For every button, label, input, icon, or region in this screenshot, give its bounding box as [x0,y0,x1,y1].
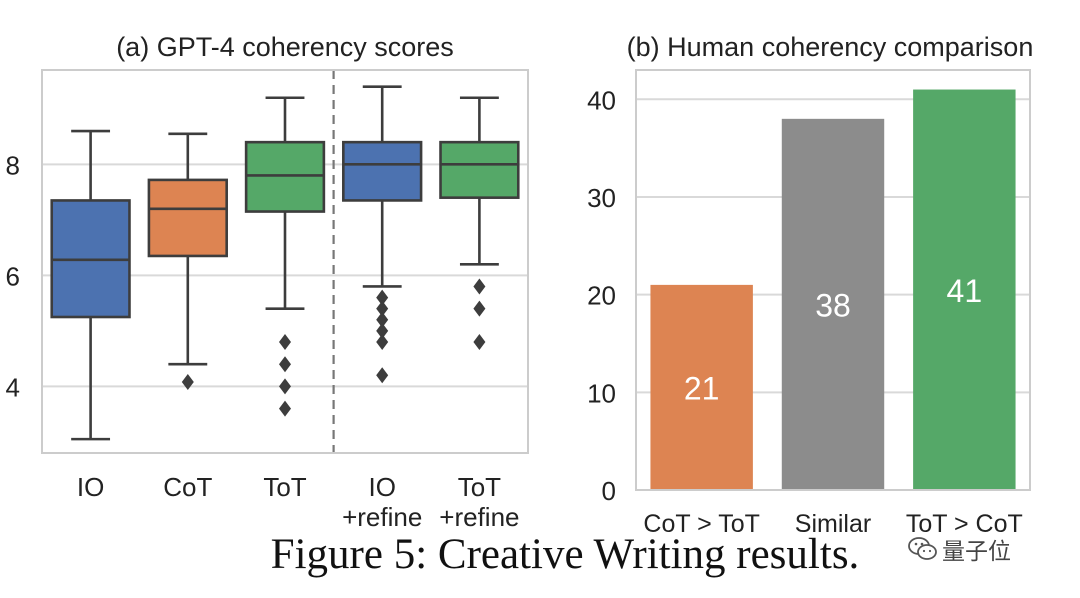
panel-a-box-plot: (a) GPT-4 coherency scores 4 6 8 IO CoT ToT I… [6,32,529,532]
box-outlier [181,373,194,390]
panel-b-title: (b) Human coherency comparison [627,32,1034,62]
panel-b-x-tick-label: Similar [795,510,871,538]
panel-b-y-tick-labels: 0 10 20 30 40 [587,85,616,506]
bar-data-label: 41 [947,273,983,309]
box-outlier [376,367,389,384]
bar-data-label: 21 [684,370,720,406]
panel-a-x-tick-label: ToT [458,472,501,502]
box-iqr [147,178,228,258]
panel-b-bar-chart: (b) Human coherency comparison 21 38 41 0 1… [587,32,1033,538]
box-outlier [376,333,389,350]
panel-b-y-tick-label: 10 [587,378,616,408]
bar [913,89,1016,490]
bar [781,118,885,490]
panel-b-frame [635,69,1031,491]
panel-b-y-tick-label: 40 [587,85,616,115]
panel-a-x-tick-label: +refine [439,502,519,532]
watermark: 量子位 [908,532,1011,566]
box-outlier [279,378,291,395]
panel-a-x-tick-label: IO [368,472,395,502]
bar [650,284,753,490]
bar-data-label: 38 [815,287,851,323]
box-outlier [473,333,486,350]
box-outlier [376,322,389,339]
panel-b-x-tick-label: CoT > ToT [643,510,760,538]
box-iqr [342,140,423,202]
box-iqr [244,140,326,213]
panel-b-x-tick-labels: CoT > ToT Similar ToT > CoT [643,510,1022,538]
box-outlier [376,311,389,328]
box-outlier [376,289,389,306]
box-outlier [279,356,291,373]
panel-a-title: (a) GPT-4 coherency scores [116,32,454,62]
panel-a-x-tick-label: +refine [342,502,422,532]
box-iqr [439,140,520,199]
box-outlier [473,278,486,295]
panel-a-y-tick-label: 4 [6,372,20,402]
watermark-text: 量子位 [942,539,1011,565]
wechat-icon [908,537,937,560]
panel-a-x-tick-label: CoT [163,472,212,502]
panel-a-y-tick-label: 8 [6,150,20,180]
panel-a-y-tick-label: 6 [6,261,20,291]
panel-b-y-tick-label: 20 [587,281,616,311]
panel-a-boxes [50,85,520,441]
box-outlier [376,300,389,317]
panel-a-frame [41,69,529,454]
panel-b-y-tick-label: 30 [587,183,616,213]
panel-b-bars: 21 38 41 [650,89,1016,490]
panel-a-x-tick-label: IO [77,472,104,502]
panel-b-y-tick-label: 0 [602,476,616,506]
panel-b-x-tick-label: ToT > CoT [906,510,1023,538]
box-outlier [473,300,486,317]
box-outlier [279,333,291,350]
figure-caption: Figure 5: Creative Writing results. [270,531,860,578]
panel-a-y-tick-labels: 4 6 8 [6,150,20,402]
panel-a-x-tick-label: ToT [263,472,306,502]
box-outlier [279,400,291,417]
